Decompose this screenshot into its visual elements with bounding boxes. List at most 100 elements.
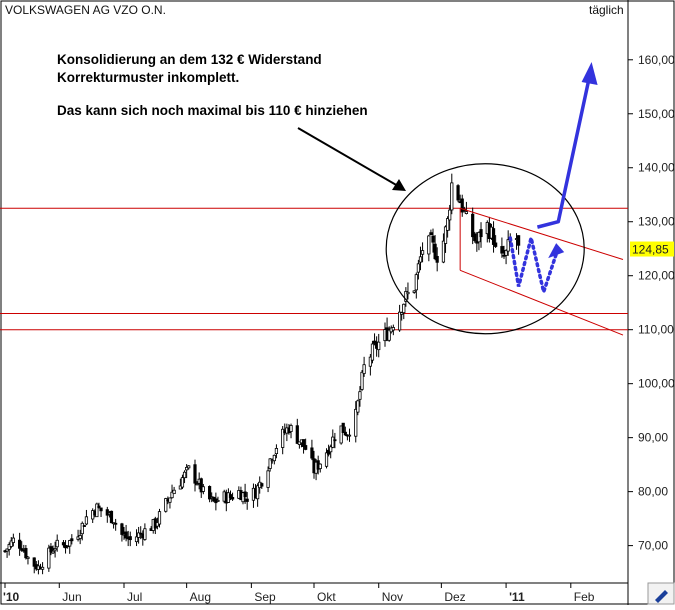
y-tick-label: 120,00 [638,269,675,283]
candle-body [479,229,483,238]
candle-body [53,548,57,551]
candle-body [266,470,270,488]
candle-body [120,523,124,535]
candle-body [70,538,74,542]
candle-body [47,547,51,569]
candle-body [414,274,418,291]
candle-body [193,464,197,484]
candle-body [134,536,139,543]
candle-body [20,548,24,551]
candle-body [500,246,504,254]
last-price-label: 124,85 [632,243,669,257]
candle-body [180,477,185,488]
y-tick-label: 140,00 [638,161,675,175]
x-tick-label: Aug [190,590,211,604]
candle-body [55,539,59,548]
candle-body [9,540,13,547]
y-tick-label: 90,00 [638,431,668,445]
candle-body [329,446,333,453]
candle-body [400,312,404,315]
candle-body [241,492,245,503]
candle-body [187,465,191,469]
candle-body [331,436,335,448]
candle-body [195,483,199,486]
candle-body [464,211,469,214]
candle-body [310,447,314,459]
x-tick-label: Jun [62,590,81,604]
candle-body [406,291,410,295]
x-tick-label: Feb [574,590,595,604]
candle-body [517,235,521,246]
candle-body [377,341,381,351]
candle-body [429,232,433,236]
candle-body [435,255,439,263]
y-axis-ticks: 70,00 80,00 90,00 100,00 110,00 120,00 130,00 1… [628,53,675,553]
candle-body [137,532,141,538]
candle-body [272,454,276,462]
resistance-lines [0,207,628,331]
annotation-1: Konsolidierung an dem 132 € Widerstand [57,52,322,67]
candle-body [295,425,299,444]
candle-body [460,198,464,213]
candle-body [170,491,174,499]
annotation-2: Korrekturmuster inkomplett. [57,70,239,85]
x-tick-label: '11 [509,590,525,604]
candle-body [245,498,249,502]
pencil-icon [655,590,668,603]
channel-upper-line [459,207,624,260]
candle-body [18,539,22,549]
candle-body [289,425,293,432]
candle-body [341,422,345,433]
candle-body [143,528,147,540]
candle-body [297,441,301,445]
x-tick-label: '10 [3,590,20,604]
candle-body [7,544,11,550]
candle-body [324,452,329,467]
candle-body [40,566,45,570]
candle-body [228,494,233,498]
x-tick-label: Okt [317,590,336,604]
candle-body [358,391,362,400]
x-tick-label: Nov [382,590,403,604]
candle-body [11,537,15,543]
candle-body [49,546,53,553]
candle-body [418,256,423,263]
candle-body [78,535,82,539]
candle-body [178,485,182,490]
candle-body [109,510,114,524]
candle-body [427,235,431,255]
candle-body [97,505,101,508]
x-axis-labels: '10 Jun Jul Aug Sep Okt Nov Dez '11 Feb [3,583,595,604]
candle-body [416,263,420,273]
y-tick-label: 110,00 [638,323,674,337]
tool-button[interactable] [647,582,675,605]
y-tick-label: 130,00 [638,215,675,229]
candle-body [402,303,406,314]
candle-body [5,548,9,552]
candle-body [404,291,408,302]
candle-body [114,522,118,525]
candle-body [168,497,172,503]
candle-body [201,486,205,492]
candle-body [95,503,99,518]
candle-body [446,218,450,231]
candle-body [216,499,220,502]
candle-body [84,516,89,525]
candle-body [441,240,446,263]
candle-body [506,239,510,252]
candle-body [471,213,475,238]
candle-body [99,507,103,512]
candle-body [61,542,66,546]
candle-body [362,364,366,374]
candle-body [450,182,454,211]
x-tick-label: Sep [254,590,276,604]
candle-body [281,428,285,448]
candle-body [274,448,279,455]
candle-body [356,400,360,413]
candle-body [185,466,189,471]
candle-body [368,356,372,367]
candle-body [494,242,498,247]
candle-body [68,540,72,547]
last-price-tag [630,241,674,257]
